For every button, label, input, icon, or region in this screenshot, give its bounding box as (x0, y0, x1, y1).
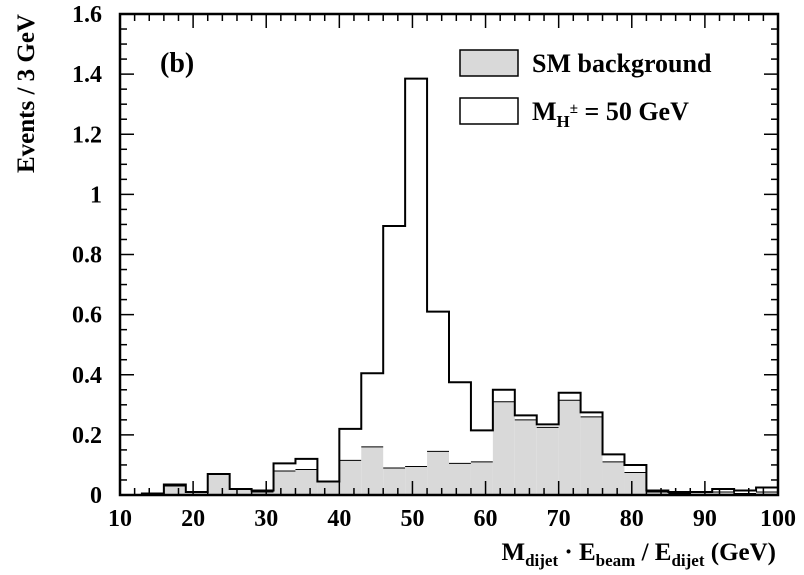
background-bar (427, 451, 449, 495)
background-bar (624, 472, 647, 495)
background-bar (251, 491, 274, 495)
background-bar (317, 481, 340, 495)
x-tick-label: 10 (108, 506, 132, 532)
background-bar (514, 419, 537, 495)
background-bar (558, 400, 581, 495)
y-tick-label: 0 (90, 483, 102, 509)
y-tick-label: 1.2 (72, 122, 102, 148)
legend-signal-prefix: M (532, 97, 557, 126)
background-bar (580, 416, 603, 495)
x-title-dot: · (558, 539, 579, 566)
x-tick-label: 50 (400, 506, 424, 532)
x-title-slash: / (635, 539, 654, 566)
x-tick-label: 20 (181, 506, 205, 532)
background-bar (273, 470, 296, 495)
x-title-e1-sub: beam (596, 551, 636, 570)
background-bar (163, 485, 186, 495)
y-tick-label: 0.2 (72, 423, 102, 449)
x-tick-label: 60 (474, 506, 498, 532)
x-tick-label: 70 (547, 506, 571, 532)
x-axis-title: Mdijet · Ebeam / Edijet (GeV) (501, 539, 776, 570)
legend-label-signal: MH± = 50 GeV (532, 97, 689, 131)
x-title-m: M (501, 539, 525, 566)
background-bar (339, 460, 362, 495)
x-tick-labels: 10 20 30 40 50 60 70 80 90 100 (108, 506, 796, 532)
legend-swatch-signal (459, 97, 519, 125)
y-axis-title: Events / 3 GeV (13, 14, 40, 173)
signal-step-line (120, 77, 779, 496)
x-tick-label: 90 (693, 506, 717, 532)
legend-label-background: SM background (532, 49, 712, 78)
x-tick-label: 80 (620, 506, 644, 532)
background-bar (492, 401, 515, 495)
plot-frame (118, 12, 780, 497)
background-bar (383, 467, 406, 495)
y-tick-label: 1 (90, 182, 102, 208)
background-bar (712, 491, 735, 495)
y-tick-label: 0.8 (72, 243, 102, 269)
background-histogram (120, 399, 778, 496)
background-bar (361, 446, 384, 495)
background-bar (229, 488, 252, 495)
legend: SM background MH± = 50 GeV (459, 49, 712, 131)
background-bar (295, 469, 318, 495)
x-tick-label: 40 (327, 506, 351, 532)
legend-signal-sup: ± (570, 101, 578, 117)
legend-signal-suffix: = 50 GeV (578, 97, 689, 126)
background-bar (405, 466, 428, 495)
x-title-e2: E (655, 539, 672, 566)
background-bar (207, 473, 230, 495)
background-bar (602, 461, 625, 495)
background-bar (185, 491, 208, 495)
y-tick-label: 0.6 (72, 303, 102, 329)
x-title-unit: (GeV) (705, 539, 777, 566)
legend-swatch-background (459, 49, 519, 77)
signal-histogram (120, 77, 779, 496)
background-bar (449, 463, 471, 495)
axis-ticks (119, 13, 779, 496)
x-tick-label: 30 (254, 506, 278, 532)
x-title-m-sub: dijet (525, 551, 558, 570)
y-tick-label: 1.4 (72, 62, 102, 88)
x-title-e1: E (579, 539, 596, 566)
x-title-e2-sub: dijet (671, 551, 704, 570)
background-bar (470, 461, 493, 495)
legend-signal-sub: H (557, 112, 570, 131)
background-bar (756, 491, 778, 495)
x-tick-label: 100 (760, 506, 796, 532)
background-bar (536, 427, 559, 495)
background-bar (690, 491, 713, 495)
y-tick-label: 1.6 (72, 2, 102, 28)
y-tick-labels: 0 0.2 0.4 0.6 0.8 1 1.2 1.4 1.6 (72, 2, 102, 509)
background-bar (646, 491, 669, 495)
panel-label: (b) (160, 48, 194, 79)
y-tick-label: 0.4 (72, 363, 102, 389)
